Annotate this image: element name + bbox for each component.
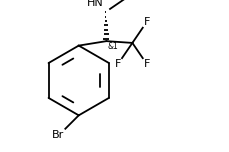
Text: &1: &1 — [108, 42, 119, 51]
Text: HN: HN — [87, 0, 104, 8]
Text: Br: Br — [52, 130, 64, 140]
Text: F: F — [115, 59, 121, 69]
Text: F: F — [144, 59, 150, 69]
Text: F: F — [144, 17, 150, 27]
